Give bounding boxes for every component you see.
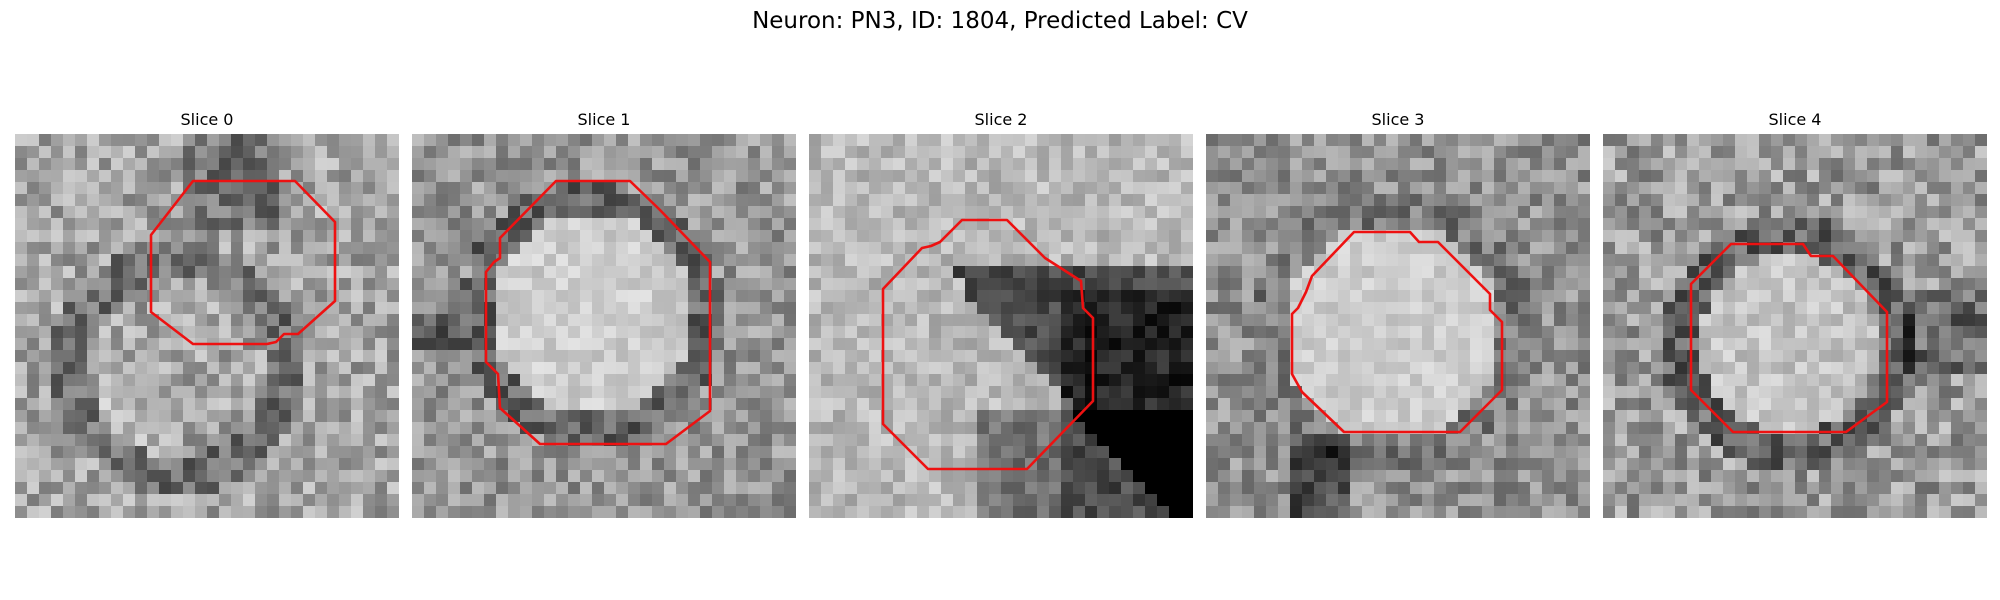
slice-panel-1: Slice 1 — [412, 110, 796, 518]
slice-image-0 — [15, 134, 399, 518]
slice-panel-2: Slice 2 — [809, 110, 1193, 518]
vesicle-contour-3 — [1290, 230, 1504, 434]
slice-panel-0: Slice 0 — [15, 110, 399, 518]
figure-title: Neuron: PN3, ID: 1804, Predicted Label: … — [752, 8, 1248, 34]
slice-image-4 — [1603, 134, 1987, 518]
slice-image-3 — [1206, 134, 1590, 518]
slice-title-3: Slice 3 — [1371, 110, 1425, 129]
slice-title-2: Slice 2 — [974, 110, 1028, 129]
slice-title-0: Slice 0 — [180, 110, 234, 129]
slice-title-1: Slice 1 — [577, 110, 631, 129]
vesicle-contour-4 — [1689, 242, 1889, 434]
slice-panel-4: Slice 4 — [1603, 110, 1987, 518]
slice-image-1 — [412, 134, 796, 518]
vesicle-contour-0 — [149, 179, 337, 346]
vesicle-contour-1 — [484, 179, 712, 446]
vesicle-contour-2 — [881, 218, 1095, 471]
slice-image-2 — [809, 134, 1193, 518]
slice-panel-3: Slice 3 — [1206, 110, 1590, 518]
slice-title-4: Slice 4 — [1768, 110, 1822, 129]
